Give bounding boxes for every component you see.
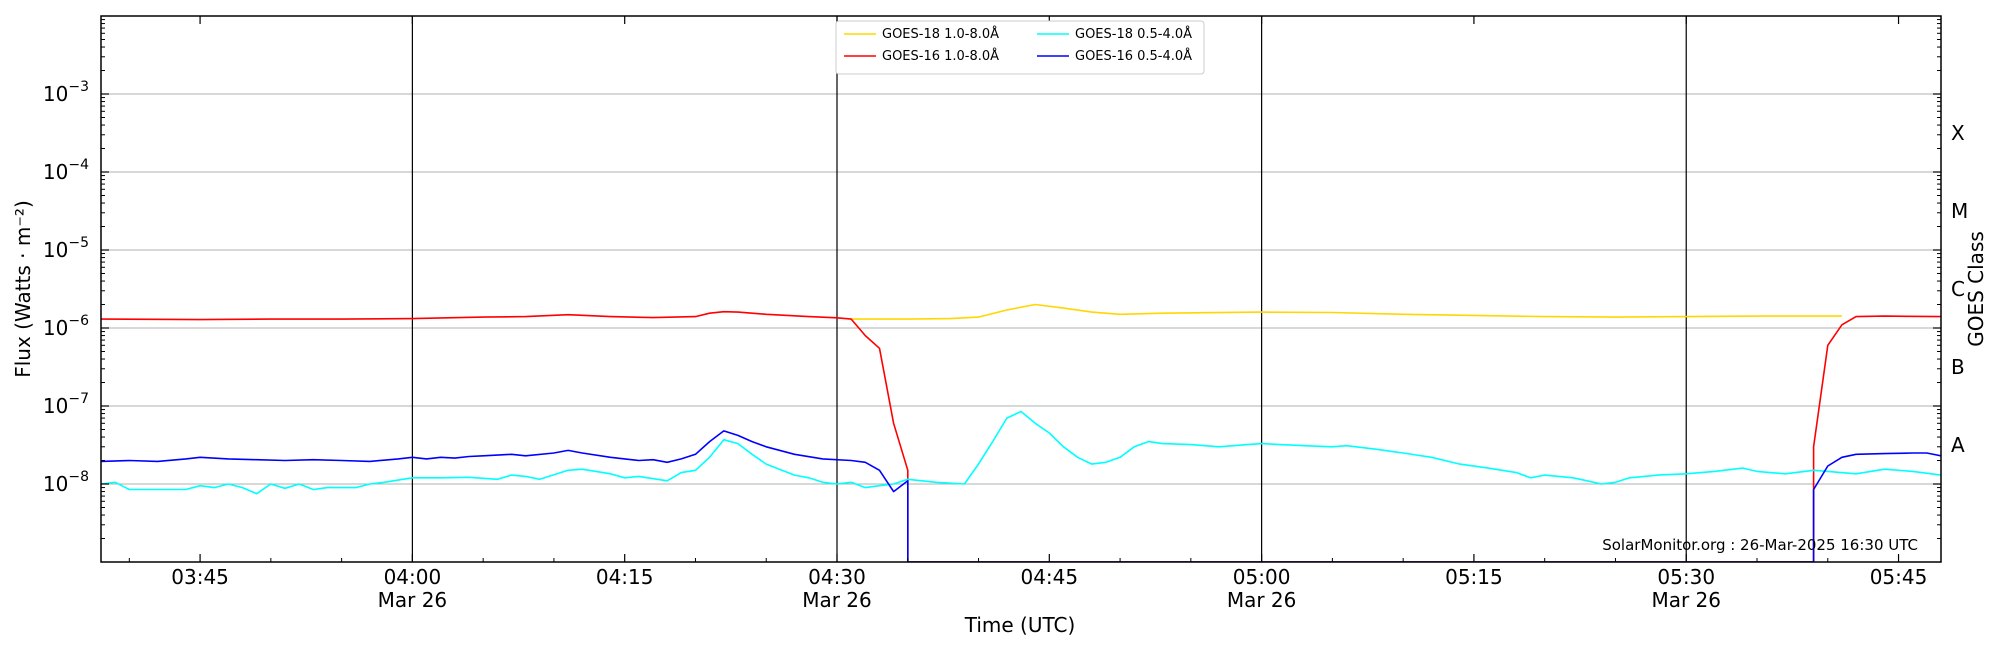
x-tick-sublabel: Mar 26 (1227, 588, 1297, 612)
goes-class-label: X (1951, 121, 1965, 145)
y-tick-label: 10−3 (43, 79, 89, 106)
x-tick-label: 04:30 (808, 565, 866, 589)
x-tick-label: 05:45 (1870, 565, 1928, 589)
x-tick-label: 04:15 (596, 565, 654, 589)
legend-label: GOES-16 1.0-8.0Å (882, 48, 999, 64)
series-line (101, 430, 1941, 562)
legend-label: GOES-18 0.5-4.0Å (1075, 26, 1192, 42)
x-axis-title: Time (UTC) (964, 613, 1076, 637)
goes-class-label: A (1951, 433, 1965, 457)
y-tick-label: 10−8 (43, 469, 89, 496)
x-tick-sublabel: Mar 26 (802, 588, 872, 612)
right-axis-title: GOES Class (1964, 231, 1988, 347)
y-tick-label: 10−7 (43, 391, 89, 418)
x-tick-label: 04:00 (384, 565, 442, 589)
credit-text: SolarMonitor.org : 26-Mar-2025 16:30 UTC (1602, 536, 1918, 554)
goes-class-label: M (1951, 199, 1968, 223)
series-lines (101, 303, 1941, 562)
y-tick-label: 10−5 (43, 235, 89, 262)
day-vertical-lines (411, 16, 1687, 562)
axis-ticks (101, 16, 1941, 562)
series-line (101, 410, 1941, 495)
x-tick-label: 05:15 (1445, 565, 1503, 589)
legend-label: GOES-18 1.0-8.0Å (882, 26, 999, 42)
series-line (101, 310, 1941, 562)
x-tick-sublabel: Mar 26 (378, 588, 448, 612)
y-tick-label: 10−4 (43, 157, 89, 184)
legend: GOES-18 1.0-8.0Å GOES-16 1.0-8.0Å GOES-18 … (835, 20, 1205, 75)
y-axis-title: Flux (Watts · m⁻²) (11, 200, 35, 378)
x-tick-label: 05:30 (1657, 565, 1715, 589)
x-tick-sublabel: Mar 26 (1651, 588, 1721, 612)
x-tick-label: 03:45 (171, 565, 229, 589)
x-tick-label: 04:45 (1020, 565, 1078, 589)
legend-box (835, 20, 1205, 75)
grid-lines (101, 93, 1941, 485)
goes-class-label: C (1951, 277, 1965, 301)
legend-label: GOES-16 0.5-4.0Å (1075, 48, 1192, 64)
goes-class-label: B (1951, 355, 1965, 379)
plot-frame (100, 15, 1942, 563)
x-tick-label: 05:00 (1233, 565, 1291, 589)
y-tick-label: 10−6 (43, 313, 89, 340)
series-line (851, 303, 1842, 320)
